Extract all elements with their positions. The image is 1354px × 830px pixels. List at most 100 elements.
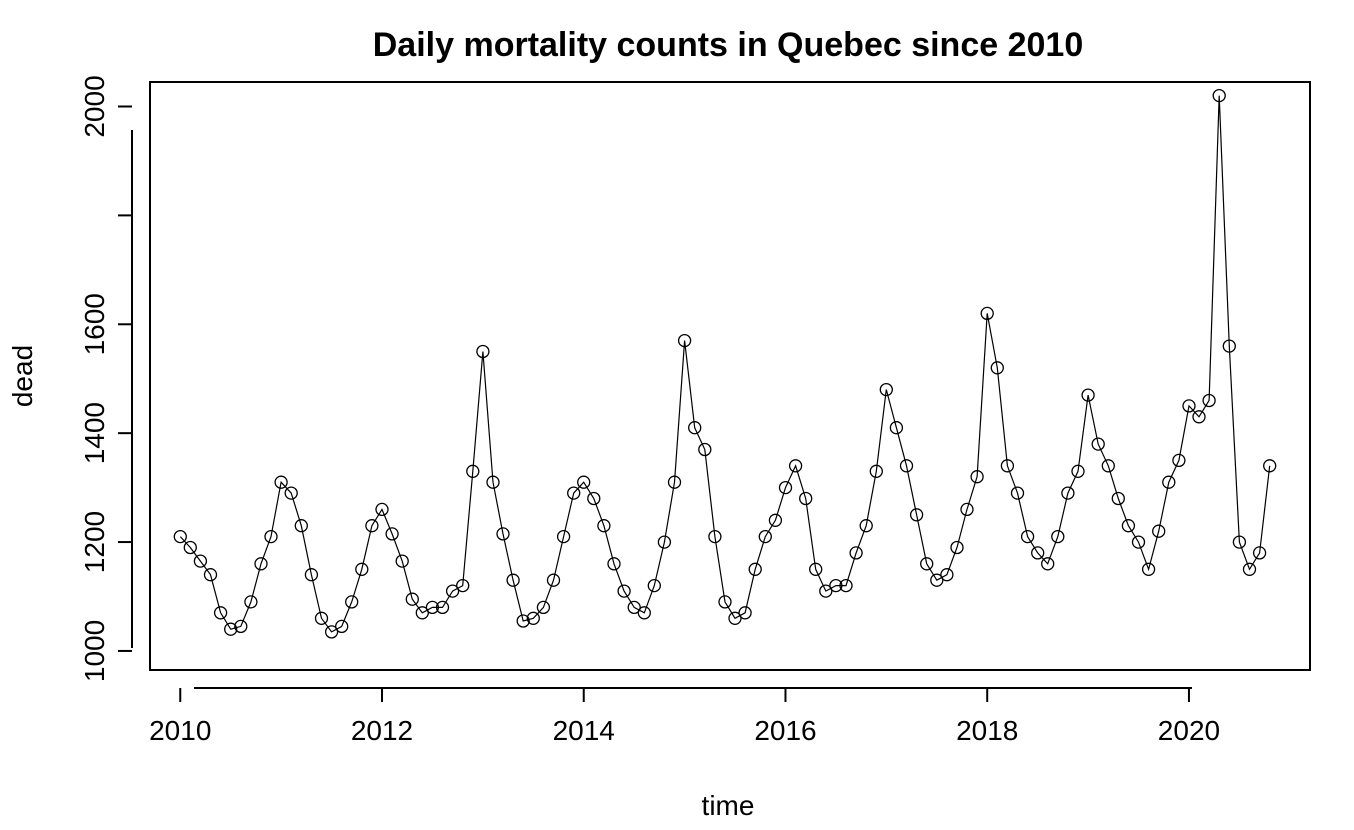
data-point bbox=[234, 619, 248, 634]
x-tick-label: 2018 bbox=[956, 715, 1018, 746]
data-point bbox=[466, 464, 480, 478]
x-axis-ticks: 2010 2012 2014 2016 2018 2020 bbox=[149, 688, 1220, 746]
x-axis-label: time bbox=[702, 790, 755, 821]
data-point bbox=[244, 595, 258, 609]
x-tick-label: 2020 bbox=[1158, 715, 1220, 746]
data-point bbox=[708, 529, 722, 544]
y-axis-label: dead bbox=[7, 345, 38, 407]
data-point bbox=[960, 502, 974, 517]
data-point bbox=[849, 546, 863, 560]
data-point bbox=[1152, 524, 1166, 538]
data-point bbox=[567, 486, 581, 500]
data-point bbox=[1010, 486, 1025, 500]
data-point bbox=[365, 519, 379, 533]
data-point bbox=[940, 568, 954, 582]
data-point bbox=[758, 529, 772, 544]
chart-title: Daily mortality counts in Quebec since 2… bbox=[373, 26, 1083, 64]
data-point bbox=[829, 578, 843, 593]
data-point bbox=[254, 557, 268, 571]
data-point bbox=[435, 600, 450, 615]
data-point bbox=[1041, 557, 1055, 571]
data-point bbox=[748, 562, 762, 576]
data-point bbox=[1162, 475, 1176, 489]
data-point bbox=[869, 464, 883, 478]
y-tick-label: 1000 bbox=[79, 620, 110, 682]
data-point bbox=[577, 475, 591, 489]
data-point bbox=[587, 491, 601, 506]
data-point bbox=[395, 554, 409, 568]
data-point bbox=[324, 625, 339, 639]
data-point bbox=[1232, 535, 1247, 549]
data-point bbox=[556, 529, 571, 544]
data-point bbox=[899, 459, 914, 473]
data-point bbox=[667, 475, 682, 489]
data-point bbox=[1071, 464, 1085, 478]
data-point bbox=[698, 442, 712, 457]
data-point bbox=[1252, 546, 1267, 560]
data-point bbox=[688, 421, 702, 435]
data-point bbox=[1263, 459, 1277, 473]
data-point bbox=[1101, 459, 1115, 473]
data-point bbox=[950, 540, 964, 555]
data-point bbox=[1222, 339, 1236, 353]
data-point bbox=[778, 480, 793, 495]
data-point bbox=[637, 606, 651, 620]
data-point bbox=[1131, 535, 1146, 549]
data-point bbox=[173, 529, 187, 544]
y-tick-label: 2000 bbox=[79, 75, 110, 137]
data-point bbox=[1031, 546, 1045, 560]
data-point bbox=[1212, 88, 1226, 103]
data-point bbox=[1192, 410, 1206, 424]
data-point bbox=[536, 600, 551, 615]
data-point bbox=[183, 540, 197, 555]
data-point bbox=[1242, 562, 1257, 576]
data-point bbox=[839, 578, 853, 593]
data-point bbox=[456, 578, 470, 593]
data-point bbox=[809, 562, 823, 576]
data-point bbox=[677, 333, 692, 348]
data-point bbox=[1111, 491, 1125, 506]
data-point bbox=[445, 584, 460, 598]
data-point bbox=[920, 557, 934, 571]
data-point bbox=[657, 535, 672, 549]
x-tick-label: 2014 bbox=[553, 715, 615, 746]
data-point bbox=[647, 578, 661, 593]
data-point bbox=[738, 606, 752, 620]
data-point bbox=[819, 584, 833, 598]
data-point bbox=[1000, 459, 1015, 473]
data-point bbox=[859, 519, 873, 533]
data-point bbox=[193, 554, 208, 568]
data-point bbox=[506, 573, 520, 587]
data-point bbox=[304, 568, 319, 582]
data-point bbox=[1182, 399, 1196, 413]
data-point bbox=[1141, 562, 1156, 576]
data-point bbox=[375, 502, 389, 517]
data-point bbox=[728, 611, 742, 625]
data-point bbox=[1051, 529, 1065, 544]
data-point bbox=[718, 595, 732, 609]
y-tick-label: 1200 bbox=[79, 511, 110, 573]
data-point bbox=[405, 592, 419, 606]
data-point bbox=[345, 595, 359, 609]
data-point bbox=[516, 614, 530, 628]
data-point bbox=[1091, 437, 1105, 451]
data-point bbox=[355, 562, 369, 576]
data-point bbox=[1121, 519, 1136, 533]
plot-frame bbox=[149, 81, 1311, 671]
data-point bbox=[314, 611, 329, 625]
data-point bbox=[425, 600, 440, 615]
x-tick-label: 2012 bbox=[351, 715, 413, 746]
data-point bbox=[970, 470, 984, 484]
data-point bbox=[385, 527, 399, 541]
data-point bbox=[597, 519, 611, 533]
data-point bbox=[546, 573, 561, 587]
data-point bbox=[980, 306, 994, 321]
data-point bbox=[909, 508, 924, 522]
x-tick-label: 2016 bbox=[754, 715, 816, 746]
data-point bbox=[1020, 529, 1035, 544]
data-point bbox=[879, 382, 893, 397]
data-point bbox=[627, 600, 641, 615]
data-point bbox=[889, 421, 904, 435]
y-tick-label: 1400 bbox=[79, 402, 110, 464]
